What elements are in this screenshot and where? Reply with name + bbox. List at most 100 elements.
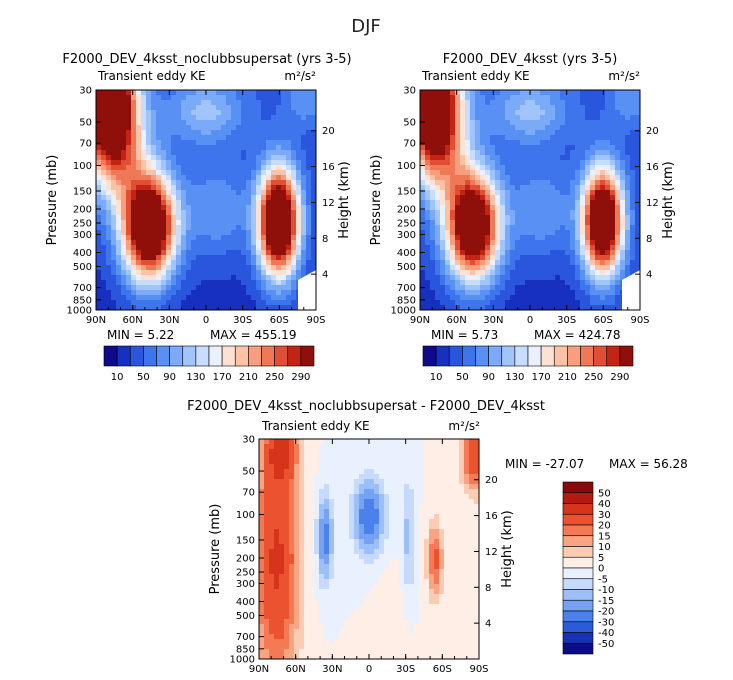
heatmap-cell: [560, 290, 566, 296]
heatmap-cell: [311, 135, 316, 141]
colorbar-box: [567, 345, 581, 367]
heatmap-cell: [460, 185, 466, 191]
heatmap-cell: [490, 280, 496, 286]
heatmap-cell: [264, 499, 270, 505]
heatmap-cell: [319, 639, 325, 645]
heatmap-cell: [251, 295, 257, 301]
heatmap-cell: [236, 255, 242, 261]
heatmap-cell: [470, 120, 476, 126]
heatmap-cell: [485, 305, 491, 310]
heatmap-cell: [319, 459, 325, 465]
heatmap-cell: [309, 609, 315, 615]
colorbar-label: 10: [430, 372, 443, 383]
heatmap-cell: [141, 90, 147, 96]
heatmap-cell: [620, 255, 626, 261]
heatmap-cell: [121, 235, 127, 241]
heatmap-cell: [334, 514, 340, 520]
heatmap-cell: [530, 285, 536, 291]
heatmap-cell: [585, 90, 591, 96]
heatmap-cell: [600, 215, 606, 221]
heatmap-cell: [101, 210, 107, 216]
heatmap-cell: [535, 290, 541, 296]
heatmap-cell: [304, 444, 310, 450]
heatmap-cell: [261, 130, 267, 136]
heatmap-cell: [600, 115, 606, 121]
heatmap-cell: [344, 469, 350, 475]
heatmap-cell: [450, 140, 456, 146]
heatmap-cell: [106, 275, 112, 281]
heatmap-cell: [339, 634, 345, 640]
heatmap-cell: [334, 634, 340, 640]
heatmap-cell: [126, 260, 132, 266]
heatmap-cell: [136, 280, 142, 286]
heatmap-cell: [334, 569, 340, 575]
heatmap-cell: [585, 105, 591, 111]
heatmap-cell: [480, 265, 486, 271]
heatmap-cell: [166, 185, 172, 191]
heatmap-cell: [269, 579, 275, 585]
heatmap-cell: [176, 290, 182, 296]
heatmap-cell: [525, 265, 531, 271]
heatmap-cell: [251, 220, 257, 226]
heatmap-cell: [420, 110, 426, 116]
heatmap-cell: [151, 145, 157, 151]
heatmap-cell: [440, 250, 446, 256]
heatmap-cell: [520, 200, 526, 206]
heatmap-cell: [286, 105, 292, 111]
heatmap-cell: [251, 290, 257, 296]
heatmap-cell: [281, 135, 287, 141]
heatmap-cell: [291, 260, 297, 266]
heatmap-cell: [334, 494, 340, 500]
heatmap-cell: [301, 105, 307, 111]
heatmap-cell: [635, 125, 640, 131]
heatmap-cell: [309, 464, 315, 470]
heatmap-cell: [111, 175, 117, 181]
heatmap-cell: [470, 185, 476, 191]
heatmap-cell: [271, 110, 277, 116]
heatmap-cell: [281, 305, 287, 310]
heatmap-cell: [211, 265, 217, 271]
heatmap-cell: [314, 504, 320, 510]
heatmap-cell: [580, 115, 586, 121]
heatmap-cell: [525, 215, 531, 221]
heatmap-cell: [241, 285, 247, 291]
heatmap-cell: [176, 200, 182, 206]
heatmap-cell: [196, 285, 202, 291]
heatmap-cell: [530, 230, 536, 236]
heatmap-cell: [101, 255, 107, 261]
heatmap-cell: [266, 290, 272, 296]
heatmap-cell: [126, 265, 132, 271]
heatmap-cell: [266, 230, 272, 236]
colorbar-box: [606, 345, 621, 367]
heatmap-cell: [271, 255, 277, 261]
heatmap-cell: [141, 165, 147, 171]
heatmap-cell: [281, 115, 287, 121]
heatmap-cell: [191, 240, 197, 246]
heatmap-cell: [291, 130, 297, 136]
heatmap-cell: [301, 205, 307, 211]
heatmap-cell: [201, 165, 207, 171]
heatmap-cell: [121, 150, 127, 156]
heatmap-cell: [565, 285, 571, 291]
heatmap-cell: [485, 165, 491, 171]
heatmap-cell: [289, 514, 295, 520]
heatmap-cell: [304, 639, 310, 645]
heatmap-cell: [520, 155, 526, 161]
heatmap-cell: [630, 215, 636, 221]
heatmap-cell: [555, 150, 561, 156]
heatmap-cell: [294, 504, 300, 510]
heatmap-cell: [101, 250, 107, 256]
heatmap-cell: [146, 240, 152, 246]
heatmap-cell: [156, 200, 162, 206]
heatmap-cell: [635, 135, 640, 141]
heatmap-cell: [126, 215, 132, 221]
heatmap-cell: [266, 140, 272, 146]
heatmap-cell: [246, 210, 252, 216]
heatmap-cell: [470, 220, 476, 226]
heatmap-cell: [279, 599, 285, 605]
colorbar-label: 210: [239, 372, 258, 383]
heatmap-cell: [500, 130, 506, 136]
heatmap-cell: [605, 140, 611, 146]
heatmap-cell: [565, 255, 571, 261]
heatmap-cell: [324, 519, 330, 525]
